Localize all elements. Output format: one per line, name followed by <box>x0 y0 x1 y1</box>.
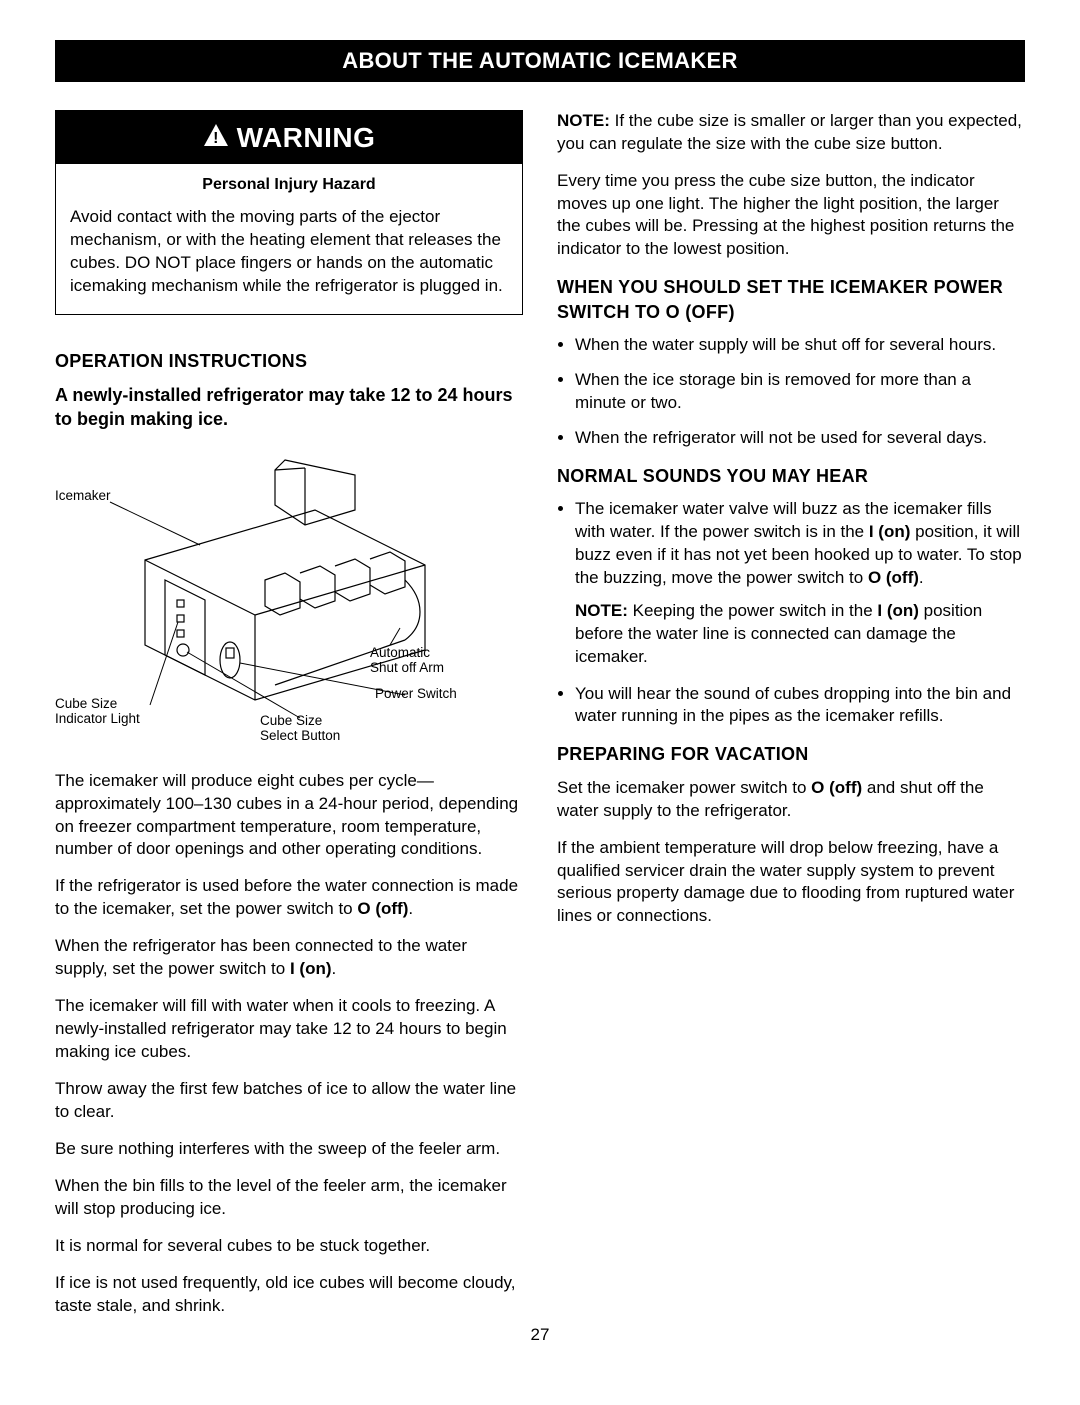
svg-text:Power Switch: Power Switch <box>375 686 457 701</box>
body-paragraph: When the bin fills to the level of the f… <box>55 1175 523 1221</box>
vacation-heading: PREPARING FOR VACATION <box>557 742 1025 766</box>
page-number: 27 <box>55 1324 1025 1347</box>
warning-subheader: Personal Injury Hazard <box>70 174 508 196</box>
svg-text:!: ! <box>213 130 219 147</box>
operation-instructions-heading: OPERATION INSTRUCTIONS <box>55 349 523 373</box>
left-paragraphs: The icemaker will produce eight cubes pe… <box>55 770 523 1318</box>
warning-triangle-icon: ! <box>203 119 229 157</box>
warning-header: ! WARNING <box>56 111 522 165</box>
body-paragraph: NOTE: If the cube size is smaller or lar… <box>557 110 1025 156</box>
body-paragraph: The icemaker will produce eight cubes pe… <box>55 770 523 862</box>
svg-text:Cube Size: Cube Size <box>260 713 322 728</box>
body-paragraph: Throw away the first few batches of ice … <box>55 1078 523 1124</box>
body-paragraph: When the refrigerator has been connected… <box>55 935 523 981</box>
icemaker-diagram: Icemaker Automatic Shut off Arm Power Sw… <box>55 450 523 752</box>
list-item: When the ice storage bin is removed for … <box>575 369 1025 415</box>
warning-text: Avoid contact with the moving parts of t… <box>70 206 508 298</box>
svg-text:Select Button: Select Button <box>260 728 340 743</box>
body-paragraph: If the ambient temperature will drop bel… <box>557 837 1025 929</box>
sounds-list-2: You will hear the sound of cubes droppin… <box>557 683 1025 729</box>
warning-header-text: WARNING <box>237 119 376 157</box>
set-off-list: When the water supply will be shut off f… <box>557 334 1025 450</box>
list-item: When the refrigerator will not be used f… <box>575 427 1025 450</box>
right-top-paragraphs: NOTE: If the cube size is smaller or lar… <box>557 110 1025 262</box>
warning-body: Personal Injury Hazard Avoid contact wit… <box>56 164 522 313</box>
right-column: NOTE: If the cube size is smaller or lar… <box>557 110 1025 1332</box>
sounds-heading: NORMAL SOUNDS YOU MAY HEAR <box>557 464 1025 488</box>
warning-box: ! WARNING Personal Injury Hazard Avoid c… <box>55 110 523 315</box>
left-column: ! WARNING Personal Injury Hazard Avoid c… <box>55 110 523 1332</box>
vacation-paragraphs: Set the icemaker power switch to O (off)… <box>557 777 1025 929</box>
svg-text:Icemaker: Icemaker <box>55 488 111 503</box>
svg-text:Indicator Light: Indicator Light <box>55 711 140 726</box>
body-paragraph: Be sure nothing interferes with the swee… <box>55 1138 523 1161</box>
body-paragraph: If ice is not used frequently, old ice c… <box>55 1272 523 1318</box>
sounds-list-1: The icemaker water valve will buzz as th… <box>557 498 1025 590</box>
svg-text:Cube Size: Cube Size <box>55 696 117 711</box>
page-title-bar: ABOUT THE AUTOMATIC ICEMAKER <box>55 40 1025 82</box>
body-paragraph: It is normal for several cubes to be stu… <box>55 1235 523 1258</box>
operation-sub-heading: A newly-installed refrigerator may take … <box>55 383 523 432</box>
list-item: When the water supply will be shut off f… <box>575 334 1025 357</box>
sounds-note: NOTE: Keeping the power switch in the I … <box>575 600 1025 669</box>
body-paragraph: The icemaker will fill with water when i… <box>55 995 523 1064</box>
body-paragraph: Set the icemaker power switch to O (off)… <box>557 777 1025 823</box>
body-paragraph: Every time you press the cube size butto… <box>557 170 1025 262</box>
two-column-layout: ! WARNING Personal Injury Hazard Avoid c… <box>55 110 1025 1332</box>
set-off-heading: WHEN YOU SHOULD SET THE ICEMAKER POWER S… <box>557 275 1025 324</box>
body-paragraph: If the refrigerator is used before the w… <box>55 875 523 921</box>
list-item: The icemaker water valve will buzz as th… <box>575 498 1025 590</box>
svg-text:Shut off Arm: Shut off Arm <box>370 660 444 675</box>
svg-text:Automatic: Automatic <box>370 645 430 660</box>
list-item: You will hear the sound of cubes droppin… <box>575 683 1025 729</box>
